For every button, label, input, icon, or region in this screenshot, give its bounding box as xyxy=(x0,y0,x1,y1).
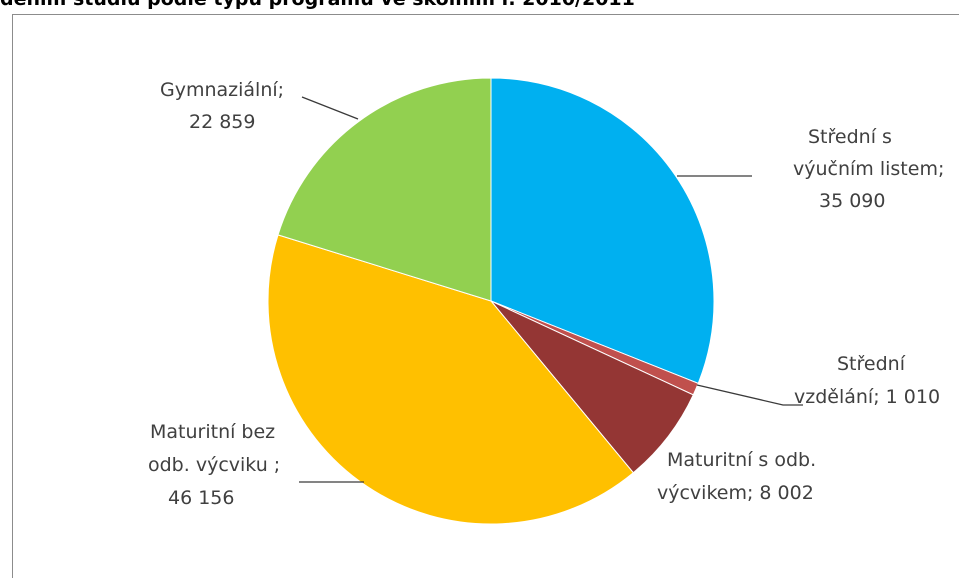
data-label-strední-vyucni-line-3: 35 090 xyxy=(819,190,885,212)
data-label-strední-vyucni-line-2: výučním listem; xyxy=(793,158,944,180)
data-label-gymnazialni-line-2: 22 859 xyxy=(189,111,255,133)
leader-line-gymnazialni xyxy=(301,96,359,120)
data-label-maturitni-bez-odb-line-2: odb. výcviku ; xyxy=(148,454,280,476)
chart-frame xyxy=(12,14,959,578)
data-label-strední-vyucni-line-1: Střední s xyxy=(808,126,892,148)
data-label-strední-vzdelani-line-1: Střední xyxy=(837,353,906,375)
data-label-gymnazialni-line-1: Gymnaziální; xyxy=(160,79,284,101)
pie-slice-strední-vyucni xyxy=(490,77,715,385)
data-label-maturitni-s-odb-line-1: Maturitní s odb. xyxy=(667,449,816,471)
pie-slice-maturitni-bez-odb xyxy=(267,234,634,525)
data-label-maturitni-bez-odb-line-1: Maturitní bez xyxy=(150,421,275,443)
pie-slice-gymnazialni xyxy=(277,77,492,302)
leader-line-strední-vzdelani xyxy=(696,384,803,406)
data-label-maturitni-bez-odb-line-3: 46 156 xyxy=(168,487,234,509)
data-label-maturitni-s-odb-line-2: výcvikem; 8 002 xyxy=(657,482,814,504)
data-label-strední-vzdelani-line-2: vzdělání; 1 010 xyxy=(794,386,940,408)
chart-title: dením studiu podle typu programu ve škol… xyxy=(0,0,635,10)
